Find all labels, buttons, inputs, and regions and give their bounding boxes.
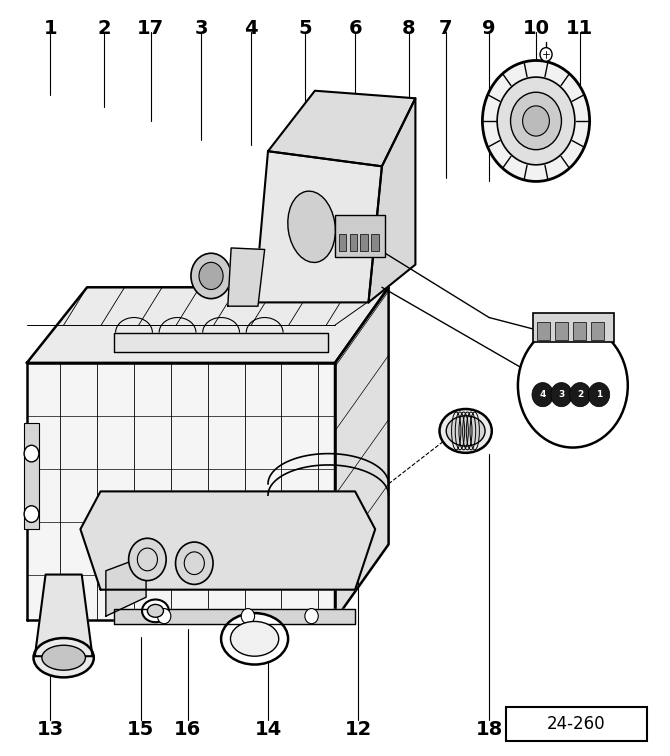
Text: 14: 14 <box>255 720 281 739</box>
Text: 4: 4 <box>539 390 546 399</box>
Circle shape <box>497 77 575 165</box>
Circle shape <box>511 92 561 150</box>
Bar <box>555 322 568 340</box>
Polygon shape <box>228 248 265 306</box>
Circle shape <box>523 106 549 136</box>
Circle shape <box>540 48 552 61</box>
Text: 6: 6 <box>348 19 362 38</box>
Bar <box>573 322 586 340</box>
Circle shape <box>551 383 572 407</box>
Circle shape <box>24 445 39 462</box>
Polygon shape <box>268 91 415 166</box>
Text: 13: 13 <box>37 720 64 739</box>
Bar <box>591 322 604 340</box>
Text: 1: 1 <box>596 390 602 399</box>
Text: 12: 12 <box>345 720 372 739</box>
Text: 16: 16 <box>174 720 201 739</box>
Ellipse shape <box>440 409 492 453</box>
Text: 2: 2 <box>577 390 584 399</box>
Text: 18: 18 <box>476 720 502 739</box>
Bar <box>335 215 385 257</box>
Circle shape <box>518 324 628 448</box>
Text: 11: 11 <box>566 19 593 38</box>
Text: 17: 17 <box>137 19 164 38</box>
Polygon shape <box>27 287 389 363</box>
Polygon shape <box>27 363 335 620</box>
Circle shape <box>176 542 213 584</box>
Circle shape <box>588 383 610 407</box>
Text: 1: 1 <box>44 19 57 38</box>
Circle shape <box>157 609 171 624</box>
Polygon shape <box>369 98 415 302</box>
Circle shape <box>305 609 318 624</box>
Circle shape <box>532 383 553 407</box>
Circle shape <box>24 506 39 522</box>
Bar <box>533 313 614 342</box>
Circle shape <box>129 538 166 581</box>
Circle shape <box>482 60 590 181</box>
Circle shape <box>570 383 591 407</box>
Bar <box>537 322 550 340</box>
Circle shape <box>199 262 223 290</box>
Circle shape <box>241 609 255 624</box>
Ellipse shape <box>147 605 163 617</box>
Circle shape <box>191 253 231 299</box>
Bar <box>371 234 379 251</box>
Ellipse shape <box>446 416 485 446</box>
Ellipse shape <box>230 621 279 656</box>
Ellipse shape <box>288 191 335 262</box>
Polygon shape <box>335 287 389 620</box>
Text: 9: 9 <box>482 19 496 38</box>
Polygon shape <box>80 491 375 590</box>
Text: 8: 8 <box>402 19 415 38</box>
Polygon shape <box>106 556 146 616</box>
Ellipse shape <box>34 638 94 677</box>
Bar <box>339 234 346 251</box>
Polygon shape <box>35 575 92 656</box>
Ellipse shape <box>142 600 169 622</box>
Ellipse shape <box>42 646 86 671</box>
Text: 5: 5 <box>298 19 312 38</box>
Text: 3: 3 <box>194 19 208 38</box>
Polygon shape <box>255 151 382 302</box>
Text: 24-260: 24-260 <box>547 715 606 733</box>
Bar <box>24 423 39 529</box>
Bar <box>350 234 357 251</box>
Ellipse shape <box>221 613 288 665</box>
Text: 10: 10 <box>523 19 549 38</box>
Text: 2: 2 <box>97 19 111 38</box>
Polygon shape <box>114 333 328 352</box>
Text: 15: 15 <box>127 720 154 739</box>
Text: 4: 4 <box>245 19 258 38</box>
Text: 7: 7 <box>439 19 452 38</box>
Text: 3: 3 <box>558 390 565 399</box>
Bar <box>506 707 647 741</box>
Polygon shape <box>114 609 355 624</box>
Bar <box>360 234 368 251</box>
